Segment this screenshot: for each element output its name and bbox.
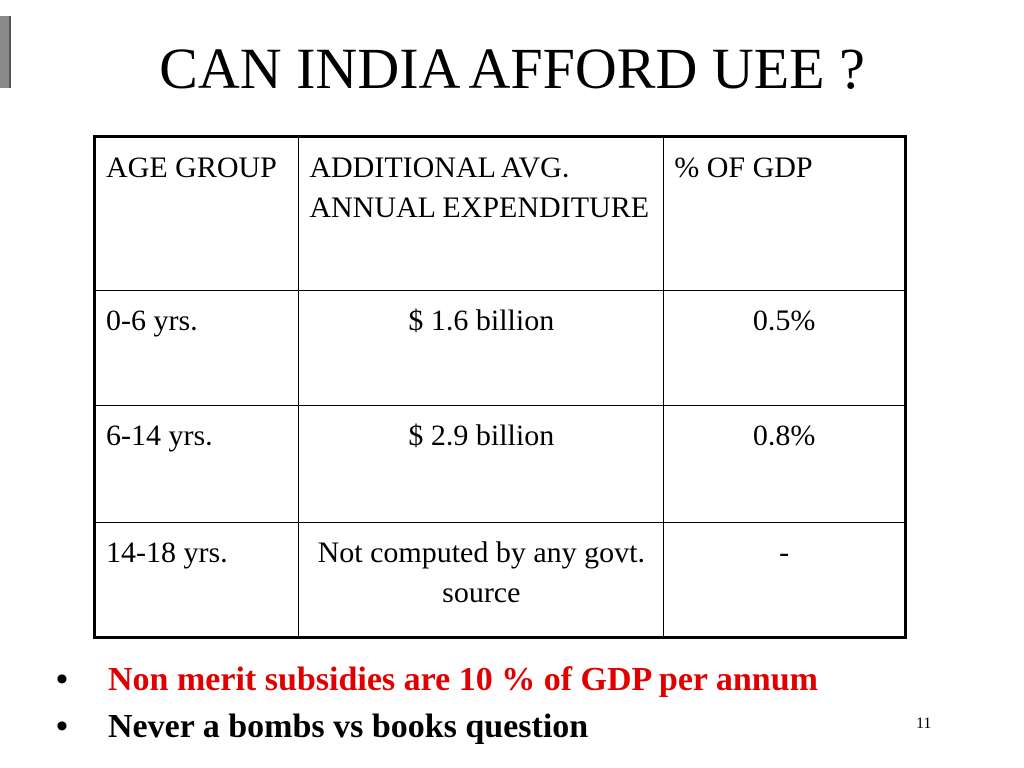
header-expenditure: ADDITIONAL AVG. ANNUAL EXPENDITURE bbox=[298, 136, 665, 291]
header-age-group: AGE GROUP bbox=[93, 136, 300, 291]
table-header-row: AGE GROUP ADDITIONAL AVG. ANNUAL EXPENDI… bbox=[93, 136, 906, 291]
header-gdp-percent: % OF GDP bbox=[663, 136, 906, 291]
bullet-text: Non merit subsidies are 10 % of GDP per … bbox=[108, 661, 818, 698]
cell-age-group: 0-6 yrs. bbox=[93, 290, 300, 406]
bullet-item-bombs-books: • Never a bombs vs books question bbox=[52, 703, 818, 750]
bullet-list: • Non merit subsidies are 10 % of GDP pe… bbox=[52, 656, 818, 750]
bullet-text: Never a bombs vs books question bbox=[108, 708, 589, 745]
slide-title: CAN INDIA AFFORD UEE ? bbox=[159, 36, 865, 101]
cell-gdp-percent: - bbox=[663, 522, 906, 638]
cell-age-group: 6-14 yrs. bbox=[93, 405, 300, 523]
cell-age-group: 14-18 yrs. bbox=[93, 522, 300, 638]
table-row: 6-14 yrs. $ 2.9 billion 0.8% bbox=[93, 405, 906, 523]
cell-expenditure: Not computed by any govt. source bbox=[298, 522, 665, 638]
table-row: 14-18 yrs. Not computed by any govt. sou… bbox=[93, 522, 906, 638]
cell-gdp-percent: 0.5% bbox=[663, 290, 906, 406]
cell-expenditure: $ 1.6 billion bbox=[298, 290, 665, 406]
cell-expenditure: $ 2.9 billion bbox=[298, 405, 665, 523]
page-number: 11 bbox=[916, 715, 932, 732]
bullet-item-subsidies: • Non merit subsidies are 10 % of GDP pe… bbox=[52, 656, 818, 703]
expenditure-table: AGE GROUP ADDITIONAL AVG. ANNUAL EXPENDI… bbox=[93, 135, 907, 639]
table-row: 0-6 yrs. $ 1.6 billion 0.5% bbox=[93, 290, 906, 406]
bullet-dot-icon: • bbox=[56, 661, 68, 698]
cell-gdp-percent: 0.8% bbox=[663, 405, 906, 523]
bullet-dot-icon: • bbox=[56, 708, 68, 745]
slide-corner-bar bbox=[0, 16, 11, 88]
